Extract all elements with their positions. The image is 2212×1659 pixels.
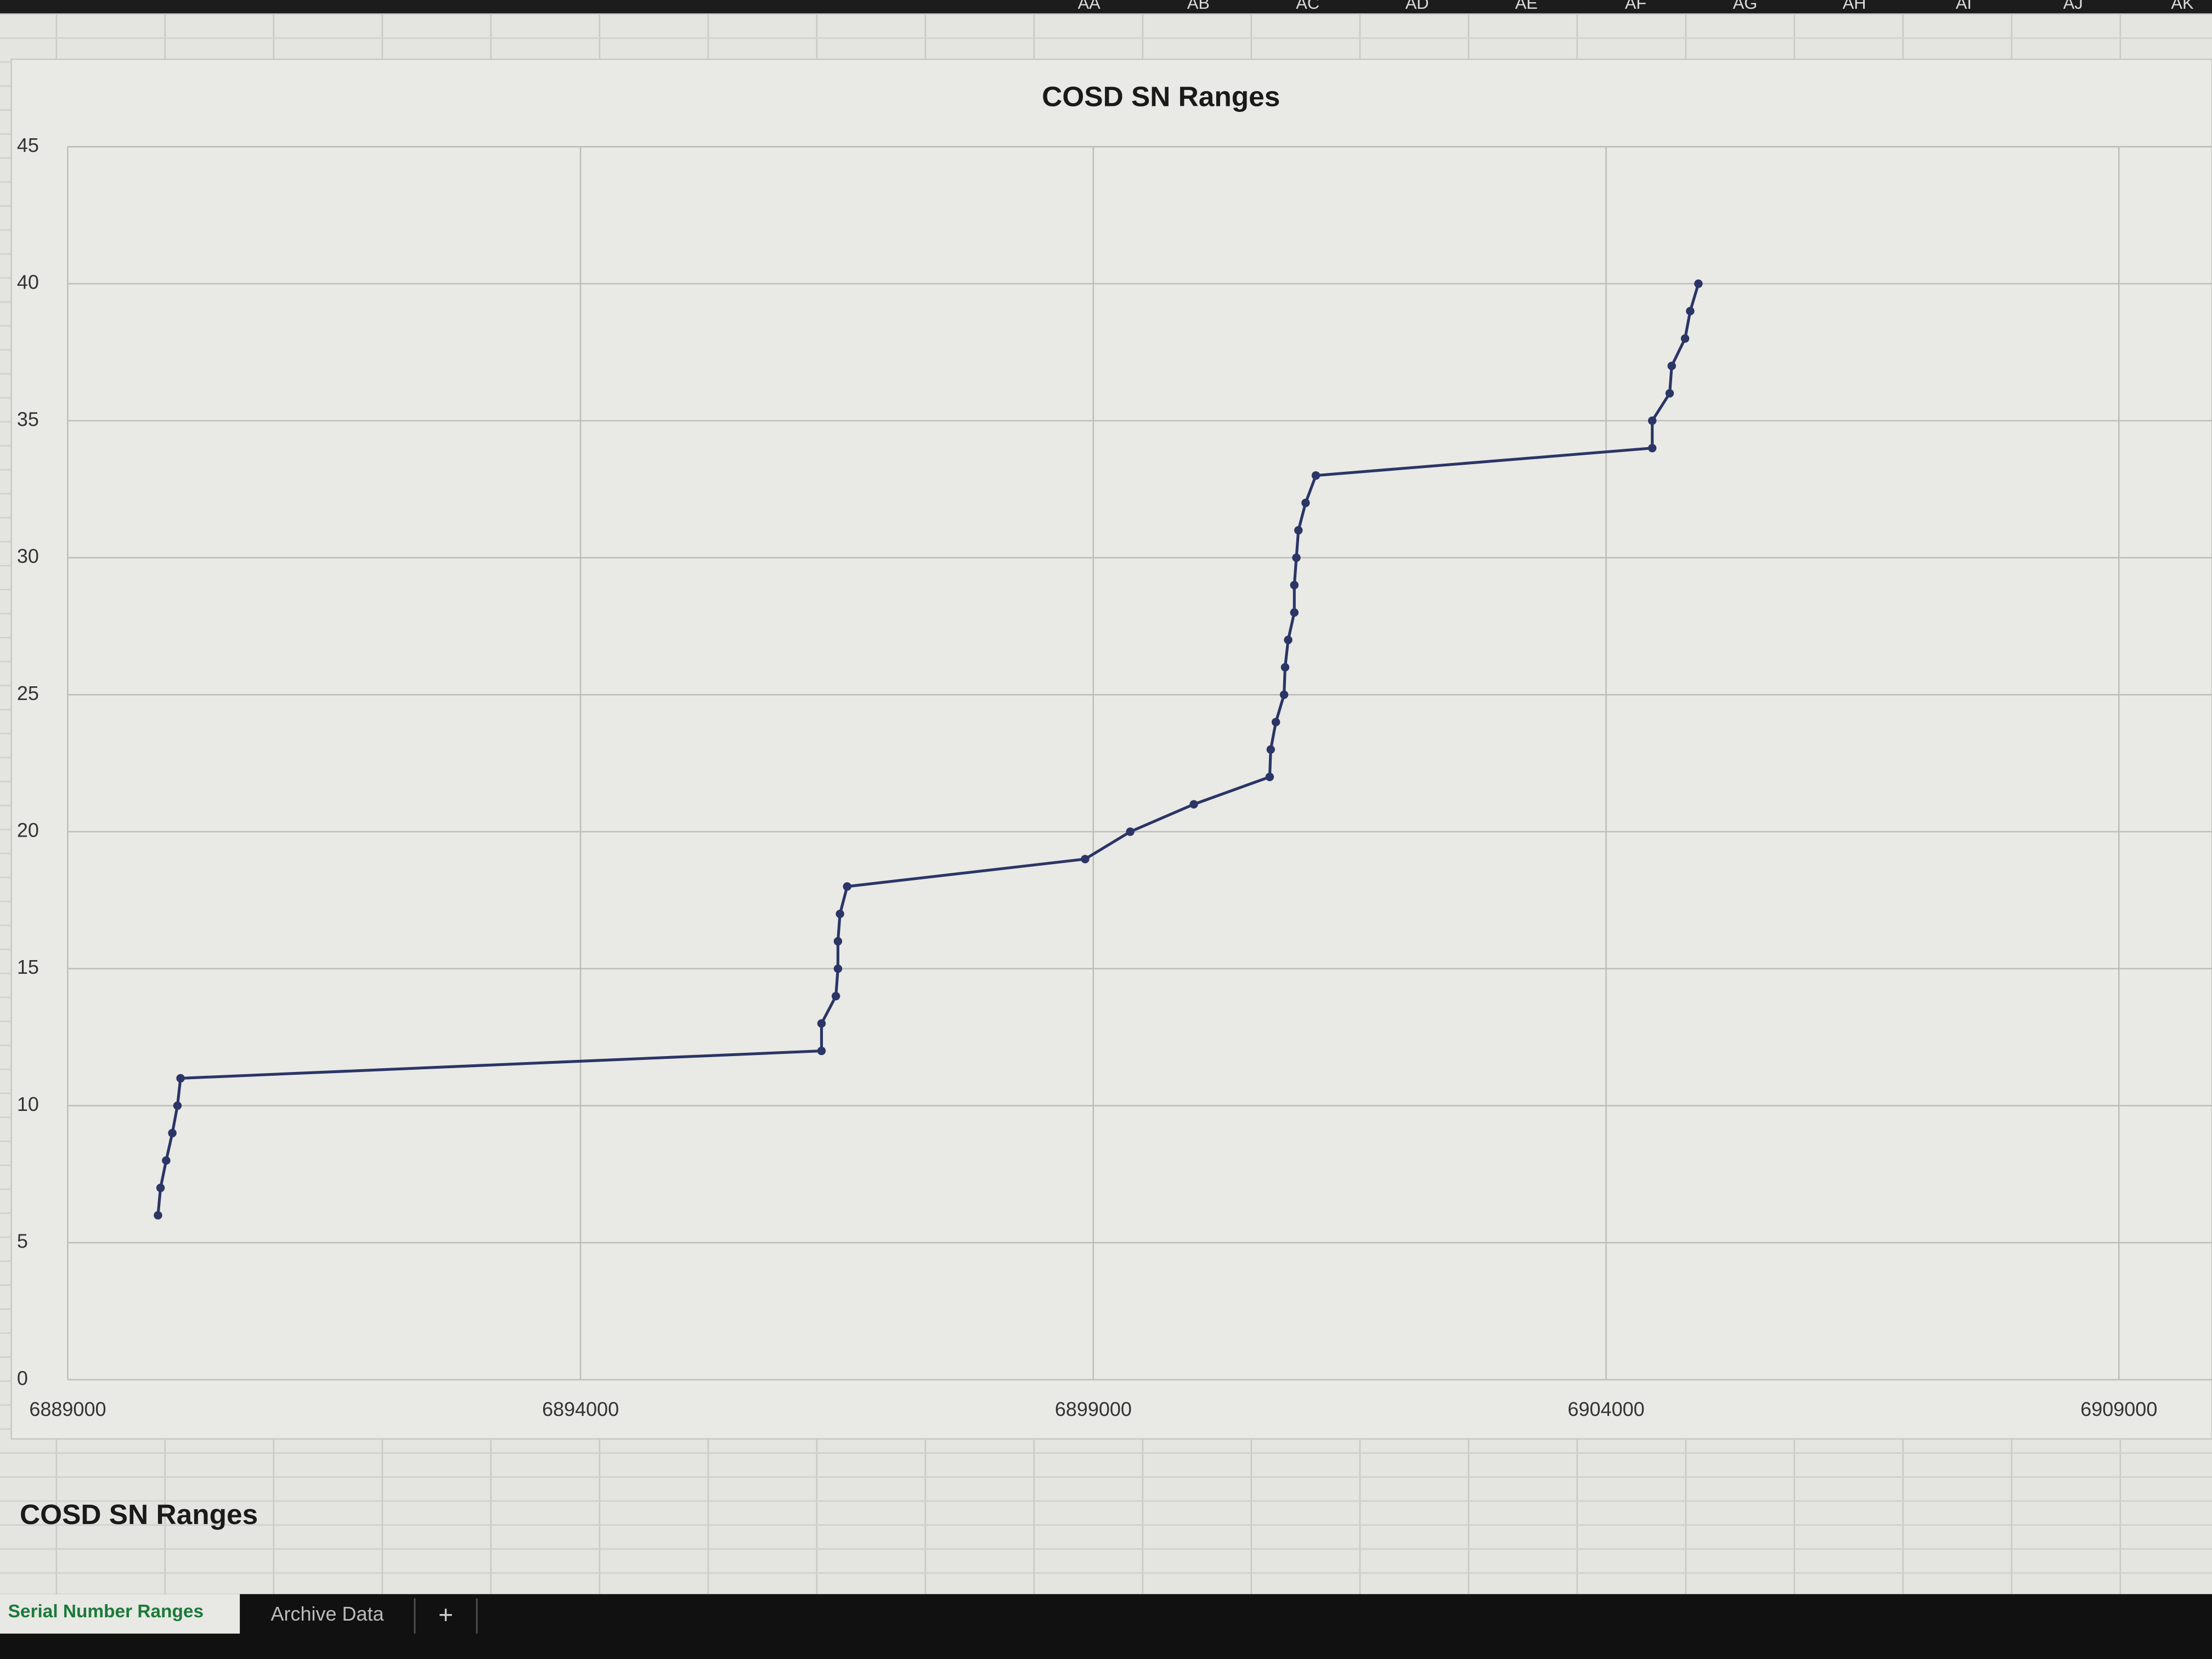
- column-header: AA: [1078, 0, 1101, 13]
- y-tick-label: 25: [17, 682, 39, 704]
- data-point: [1271, 718, 1280, 726]
- data-point: [1290, 580, 1299, 590]
- y-tick-label: 30: [17, 545, 39, 567]
- data-point: [1189, 800, 1198, 809]
- data-point: [1686, 307, 1695, 315]
- column-header: AG: [1733, 0, 1758, 13]
- column-header: AB: [1187, 0, 1210, 13]
- y-tick-label: 5: [17, 1230, 28, 1252]
- data-point: [833, 964, 843, 973]
- x-tick-label: 6889000: [29, 1398, 106, 1420]
- data-point: [1311, 471, 1321, 480]
- y-tick-label: 15: [17, 956, 39, 978]
- column-header: AE: [1515, 0, 1538, 13]
- data-point: [1292, 553, 1301, 562]
- sheet-title: COSD SN Ranges: [20, 1498, 258, 1530]
- data-point: [817, 1019, 826, 1028]
- y-tick-label: 10: [17, 1093, 39, 1115]
- data-point: [817, 1046, 826, 1056]
- x-tick-label: 6909000: [2080, 1398, 2157, 1420]
- x-tick-label: 6899000: [1055, 1398, 1132, 1420]
- data-point: [1647, 444, 1657, 453]
- column-header: AC: [1296, 0, 1319, 13]
- x-tick-label: 6904000: [1567, 1398, 1644, 1420]
- data-point: [836, 910, 844, 918]
- data-point: [1126, 827, 1135, 836]
- data-point: [176, 1074, 185, 1083]
- data-point: [173, 1101, 182, 1110]
- tab[interactable]: Archive Data: [271, 1602, 385, 1625]
- y-tick-label: 40: [17, 271, 39, 294]
- column-header-bar: [0, 0, 2212, 14]
- y-tick-label: 0: [17, 1367, 28, 1389]
- data-point: [1081, 855, 1090, 864]
- tab[interactable]: Serial Number Ranges: [8, 1601, 204, 1622]
- data-point: [1280, 663, 1290, 672]
- data-point: [831, 991, 840, 1001]
- data-point: [843, 882, 851, 891]
- data-point: [1694, 279, 1703, 288]
- data-point: [1667, 362, 1676, 370]
- tab-bar: [0, 1594, 2212, 1659]
- data-point: [1265, 772, 1274, 781]
- data-point: [1301, 498, 1310, 507]
- y-tick-label: 45: [17, 134, 39, 156]
- data-point: [1665, 389, 1674, 398]
- data-point: [1290, 608, 1299, 617]
- active-tab[interactable]: [0, 1594, 240, 1634]
- data-point: [1294, 526, 1303, 535]
- column-header: AH: [1843, 0, 1866, 13]
- data-point: [833, 937, 843, 946]
- data-point: [156, 1183, 165, 1192]
- data-point: [1284, 635, 1293, 645]
- data-point: [162, 1156, 171, 1165]
- data-point: [1647, 416, 1657, 425]
- data-point: [1279, 690, 1289, 699]
- column-header: AD: [1406, 0, 1429, 13]
- column-header: AK: [2171, 0, 2194, 13]
- add-sheet-button[interactable]: +: [438, 1600, 453, 1629]
- y-tick-label: 20: [17, 819, 39, 842]
- data-point: [154, 1211, 162, 1220]
- column-header: AF: [1625, 0, 1646, 13]
- chart-area: [10, 58, 2212, 1440]
- y-tick-label: 35: [17, 408, 39, 430]
- column-header: AJ: [2063, 0, 2083, 13]
- x-tick-label: 6894000: [542, 1398, 619, 1420]
- data-point: [168, 1128, 177, 1138]
- data-point: [1680, 334, 1690, 343]
- column-header: AI: [1956, 0, 1972, 13]
- chart-title: COSD SN Ranges: [1042, 81, 1280, 112]
- data-point: [1266, 745, 1275, 754]
